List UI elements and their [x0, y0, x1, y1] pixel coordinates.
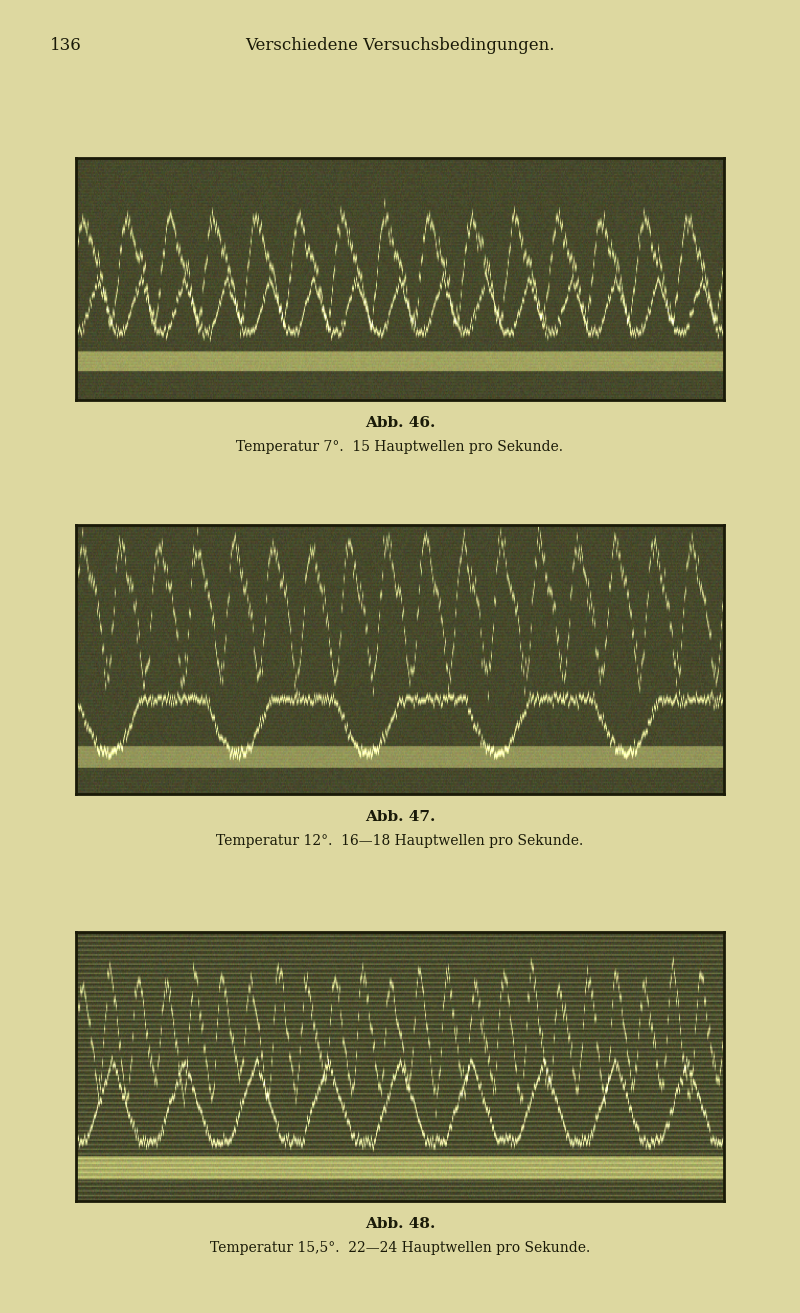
Text: Abb. 47.: Abb. 47.	[365, 810, 435, 825]
Text: 136: 136	[50, 37, 82, 54]
Text: Temperatur 15,5°.  22—24 Hauptwellen pro Sekunde.: Temperatur 15,5°. 22—24 Hauptwellen pro …	[210, 1241, 590, 1255]
Text: Temperatur 12°.  16—18 Hauptwellen pro Sekunde.: Temperatur 12°. 16—18 Hauptwellen pro Se…	[216, 834, 584, 848]
Text: Temperatur 7°.  15 Hauptwellen pro Sekunde.: Temperatur 7°. 15 Hauptwellen pro Sekund…	[237, 440, 563, 454]
Text: Verschiedene Versuchsbedingungen.: Verschiedene Versuchsbedingungen.	[246, 37, 554, 54]
Text: Abb. 48.: Abb. 48.	[365, 1217, 435, 1232]
Text: Abb. 46.: Abb. 46.	[365, 416, 435, 431]
